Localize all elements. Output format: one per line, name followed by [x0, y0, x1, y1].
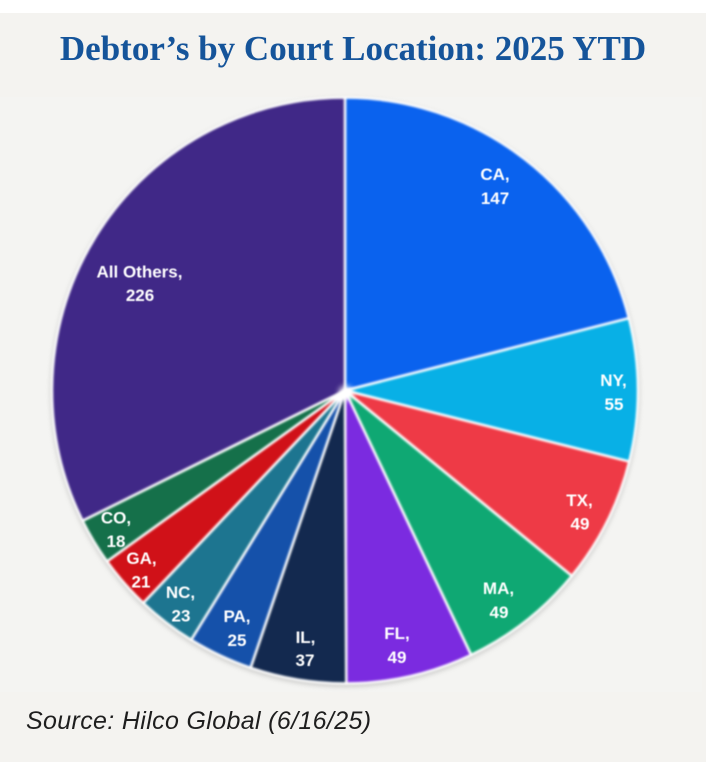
svg-text:49: 49	[388, 648, 407, 667]
svg-text:FL,: FL,	[384, 624, 410, 643]
svg-text:21: 21	[132, 573, 151, 592]
svg-text:IL,: IL,	[296, 628, 316, 647]
svg-text:23: 23	[172, 607, 191, 626]
svg-text:18: 18	[107, 532, 126, 551]
svg-text:49: 49	[571, 515, 590, 534]
svg-text:NC,: NC,	[166, 583, 195, 602]
svg-text:226: 226	[126, 286, 154, 305]
svg-text:CO,: CO,	[101, 509, 131, 528]
svg-text:49: 49	[490, 603, 509, 622]
svg-text:25: 25	[228, 631, 247, 650]
svg-text:GA,: GA,	[126, 549, 156, 568]
svg-text:NY,: NY,	[600, 371, 626, 390]
svg-text:37: 37	[296, 651, 315, 670]
svg-text:MA,: MA,	[483, 579, 514, 598]
svg-text:55: 55	[605, 395, 624, 414]
svg-text:CA,: CA,	[480, 165, 509, 184]
svg-text:TX,: TX,	[566, 491, 592, 510]
svg-text:PA,: PA,	[223, 607, 250, 626]
svg-text:147: 147	[481, 189, 509, 208]
svg-text:All Others,: All Others,	[97, 263, 183, 282]
